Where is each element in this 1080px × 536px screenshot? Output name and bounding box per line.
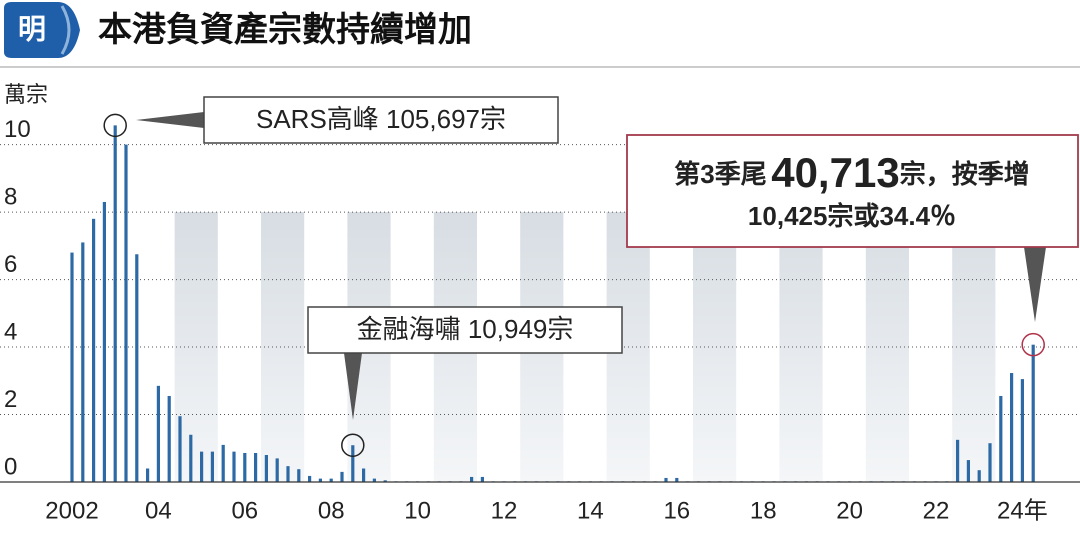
callout-pointer xyxy=(136,112,204,128)
year-band xyxy=(693,212,737,482)
bar xyxy=(1020,379,1024,482)
y-tick-label: 10 xyxy=(4,116,31,143)
bar xyxy=(286,466,290,482)
bar xyxy=(318,478,322,482)
x-tick-label: 2002 xyxy=(45,497,98,524)
bar xyxy=(178,416,182,482)
logo-accent xyxy=(60,5,71,55)
bar xyxy=(1010,373,1014,482)
bar xyxy=(135,254,139,482)
bar xyxy=(264,455,268,482)
annotation: 10,425宗或34.4％ xyxy=(748,201,956,231)
y-tick-label: 8 xyxy=(4,183,17,210)
bar xyxy=(81,242,85,482)
annotation-suffix: 宗，按季增 xyxy=(900,159,1030,189)
x-tick-label: 18 xyxy=(750,497,777,524)
y-axis-label: 萬宗 xyxy=(4,82,48,107)
y-tick-label: 4 xyxy=(4,318,17,345)
bar xyxy=(470,476,474,482)
bar xyxy=(340,471,344,482)
bar xyxy=(1031,344,1035,482)
annotation: SARS高峰 105,697宗 xyxy=(256,104,506,134)
logo: 明 xyxy=(18,13,46,44)
highlight-circle xyxy=(103,113,127,138)
bar xyxy=(221,444,225,482)
logo-shape xyxy=(4,2,80,58)
chart-title: 本港負資產宗數持續增加 xyxy=(98,10,472,49)
callout-box xyxy=(203,96,559,144)
annotation-prefix: 第3季尾 xyxy=(674,159,766,189)
bar xyxy=(966,460,970,482)
x-tick-label: 06 xyxy=(231,497,258,524)
bar xyxy=(999,395,1003,482)
bar xyxy=(200,451,204,482)
bar xyxy=(956,439,960,482)
x-tick-label: 14 xyxy=(577,497,604,524)
bar xyxy=(167,395,171,482)
x-tick-label: 04 xyxy=(145,497,172,524)
bar xyxy=(189,434,193,482)
bar xyxy=(156,385,160,482)
bar xyxy=(988,443,992,482)
x-tick-label: 08 xyxy=(318,497,345,524)
callout-box xyxy=(626,134,1079,248)
bar xyxy=(70,252,74,482)
x-tick-label: 24年 xyxy=(997,497,1048,524)
bar xyxy=(308,475,312,482)
bar xyxy=(297,469,301,482)
bar xyxy=(351,445,355,482)
y-tick-label: 2 xyxy=(4,386,17,413)
highlight-circle xyxy=(341,433,365,457)
bar xyxy=(329,478,333,482)
year-band xyxy=(261,212,305,482)
bar xyxy=(124,144,128,482)
bar xyxy=(113,125,117,483)
x-tick-label: 12 xyxy=(491,497,518,524)
annotation: 金融海嘯 10,949宗 xyxy=(357,314,574,344)
callout-box xyxy=(307,306,623,354)
bar xyxy=(275,458,279,482)
bar xyxy=(383,480,387,482)
annotation-number: 40,713 xyxy=(771,149,899,196)
x-tick-label: 20 xyxy=(836,497,863,524)
bar xyxy=(102,201,106,482)
x-tick-label: 16 xyxy=(663,497,690,524)
annotation: 第3季尾 40,713宗，按季增 xyxy=(674,149,1029,196)
bar xyxy=(92,218,96,482)
bar xyxy=(977,470,981,482)
bar xyxy=(254,452,258,482)
y-tick-label: 0 xyxy=(4,453,17,480)
highlight-circle xyxy=(1021,332,1045,357)
bar xyxy=(146,468,150,482)
callout-pointer xyxy=(344,353,362,420)
bar xyxy=(232,451,236,482)
y-tick-label: 6 xyxy=(4,251,17,278)
bar xyxy=(243,452,247,482)
bar xyxy=(664,477,668,482)
x-tick-label: 10 xyxy=(404,497,431,524)
callout-pointer xyxy=(1024,247,1046,322)
x-tick-label: 22 xyxy=(923,497,950,524)
bar xyxy=(480,476,484,482)
bar xyxy=(675,477,679,482)
bar xyxy=(362,468,366,482)
bar xyxy=(210,451,214,482)
bar xyxy=(372,478,376,482)
